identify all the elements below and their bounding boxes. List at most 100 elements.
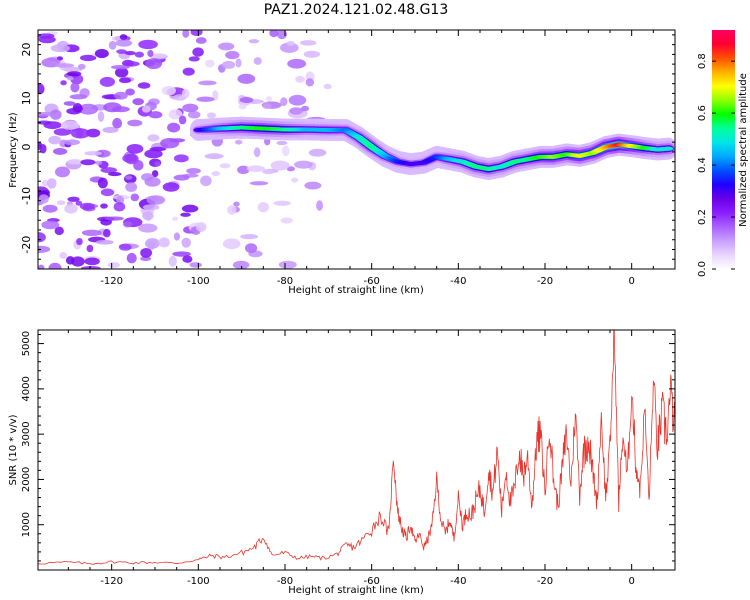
heatmap-noise-blob bbox=[147, 134, 160, 142]
heatmap-noise-blob bbox=[38, 120, 52, 125]
heatmap-noise-blob bbox=[178, 115, 187, 125]
heatmap-noise-blob bbox=[168, 109, 183, 120]
heatmap-noise-blob bbox=[192, 47, 204, 57]
x-tick-label: -100 bbox=[187, 276, 210, 287]
heatmap-noise-blob bbox=[161, 85, 176, 96]
heatmap-noise-blob bbox=[253, 57, 262, 65]
heatmap-noise-blob bbox=[114, 67, 129, 78]
heatmap-noise-blob bbox=[67, 196, 80, 202]
heatmap-noise-blob bbox=[97, 111, 105, 122]
heatmap-noise-blob bbox=[39, 144, 47, 154]
heatmap-noise-blob bbox=[112, 117, 123, 129]
heatmap-noise-blob bbox=[38, 194, 49, 204]
heatmap-noise-blob bbox=[204, 59, 215, 68]
heatmap-noise-blob bbox=[38, 33, 55, 39]
x-tick-label: -60 bbox=[363, 276, 379, 287]
heatmap-noise-blob bbox=[316, 200, 324, 211]
heatmap-noise-blob bbox=[198, 80, 217, 86]
heatmap-noise-blob bbox=[56, 200, 66, 206]
heatmap-noise-blob bbox=[79, 202, 95, 210]
heatmap-noise-blob bbox=[48, 135, 62, 145]
heatmap-noise-blob bbox=[222, 238, 241, 250]
heatmap-noise-blob bbox=[211, 170, 221, 177]
heatmap-noise-blob bbox=[60, 120, 79, 130]
heatmap-noise-blob bbox=[219, 163, 231, 169]
snr-y-ticks: 1000 2000 3000 4000 5000 bbox=[21, 331, 675, 571]
heatmap-noise-blob bbox=[63, 101, 76, 106]
heatmap-noise-blob bbox=[127, 119, 143, 127]
x-tick-label: -120 bbox=[100, 276, 123, 287]
heatmap-noise-blob bbox=[38, 82, 44, 92]
heatmap-noise-blob bbox=[308, 148, 327, 157]
heatmap-noise-blob bbox=[286, 40, 295, 46]
heatmap-noise-blob bbox=[289, 107, 303, 115]
heatmap-noise-blob bbox=[278, 260, 297, 269]
heatmap-noise-blob bbox=[63, 139, 81, 146]
heatmap-noise-blob bbox=[125, 182, 138, 193]
heatmap-noise-blob bbox=[323, 83, 332, 90]
chart-title: PAZ1.2024.121.02.48.G13 bbox=[264, 2, 449, 18]
heatmap-noise-blob bbox=[77, 63, 86, 70]
heatmap-noise-blob bbox=[253, 147, 261, 158]
heatmap-noise-blob bbox=[118, 243, 132, 251]
heatmap-noise-blob bbox=[72, 105, 83, 112]
heatmap-noise-blob bbox=[125, 88, 135, 96]
heatmap-noise-blob bbox=[182, 255, 193, 263]
heatmap-noise-blob bbox=[100, 188, 115, 197]
heatmap-ylabel: Frequency (Hz) bbox=[8, 112, 19, 188]
heatmap-noise-blob bbox=[84, 257, 100, 266]
heatmap-noise-blob bbox=[107, 262, 120, 268]
heatmap-noise-blob bbox=[173, 232, 181, 241]
x-tick-label: -20 bbox=[537, 576, 553, 587]
heatmap-noise-blob bbox=[195, 222, 207, 232]
heatmap-noise-blob bbox=[66, 76, 74, 81]
y-tick-label: 1000 bbox=[21, 512, 32, 537]
heatmap-noise-blob bbox=[125, 175, 133, 180]
heatmap-noise-blob bbox=[282, 145, 290, 157]
x-tick-label: -80 bbox=[277, 576, 293, 587]
heatmap-noise-blob bbox=[145, 58, 163, 70]
heatmap-noise-blob bbox=[122, 154, 138, 163]
y-tick-label: -10 bbox=[20, 187, 33, 205]
heatmap-noise-blob bbox=[190, 30, 203, 37]
heatmap-noise-blob bbox=[262, 103, 272, 109]
y-tick-label: 20 bbox=[20, 43, 33, 57]
colorbar-tick-label: 0.2 bbox=[697, 209, 708, 225]
heatmap-noise-blob bbox=[148, 111, 163, 119]
heatmap-noise-blob bbox=[140, 247, 153, 258]
heatmap-noise-blob bbox=[60, 80, 67, 86]
heatmap-ridge-cell bbox=[663, 146, 674, 151]
heatmap-noise-blob bbox=[49, 109, 62, 120]
heatmap-noise-blob bbox=[206, 112, 216, 119]
heatmap-noise-blob bbox=[54, 166, 71, 178]
heatmap-noise-blob bbox=[304, 181, 322, 190]
heatmap-noise-blob bbox=[70, 82, 80, 93]
heatmap-noise-blob bbox=[151, 170, 159, 178]
heatmap-xlabel: Height of straight line (km) bbox=[288, 285, 424, 296]
x-tick-label: -80 bbox=[277, 276, 293, 287]
heatmap-noise-blob bbox=[181, 89, 190, 99]
heatmap-noise-blob bbox=[95, 239, 114, 245]
heatmap-noise-blob bbox=[76, 237, 83, 246]
heatmap-noise-blob bbox=[280, 42, 299, 53]
heatmap-noise-blob bbox=[108, 40, 117, 50]
heatmap-noise-blob bbox=[137, 82, 151, 89]
y-tick-label: 3000 bbox=[21, 421, 32, 446]
heatmap-noise-blob bbox=[232, 260, 250, 269]
heatmap-noise-blob bbox=[123, 221, 133, 228]
heatmap-noise-blob bbox=[71, 256, 85, 267]
heatmap-noise-blob bbox=[42, 204, 58, 213]
colorbar-tick-label: 0.4 bbox=[697, 157, 708, 173]
snr-ylabel: SNR (10 * v/v) bbox=[8, 414, 19, 485]
heatmap-noise-blob bbox=[269, 30, 279, 38]
y-tick-label: 4000 bbox=[21, 376, 32, 401]
heatmap-noise-blob bbox=[38, 232, 46, 243]
heatmap-noise-blob bbox=[303, 50, 321, 58]
heatmap-noise-blob bbox=[138, 223, 158, 233]
heatmap-noise-blob bbox=[113, 201, 126, 212]
heatmap-noise-blob bbox=[54, 226, 64, 236]
y-tick-label: -20 bbox=[20, 236, 33, 254]
heatmap-noise-blob bbox=[99, 76, 116, 87]
